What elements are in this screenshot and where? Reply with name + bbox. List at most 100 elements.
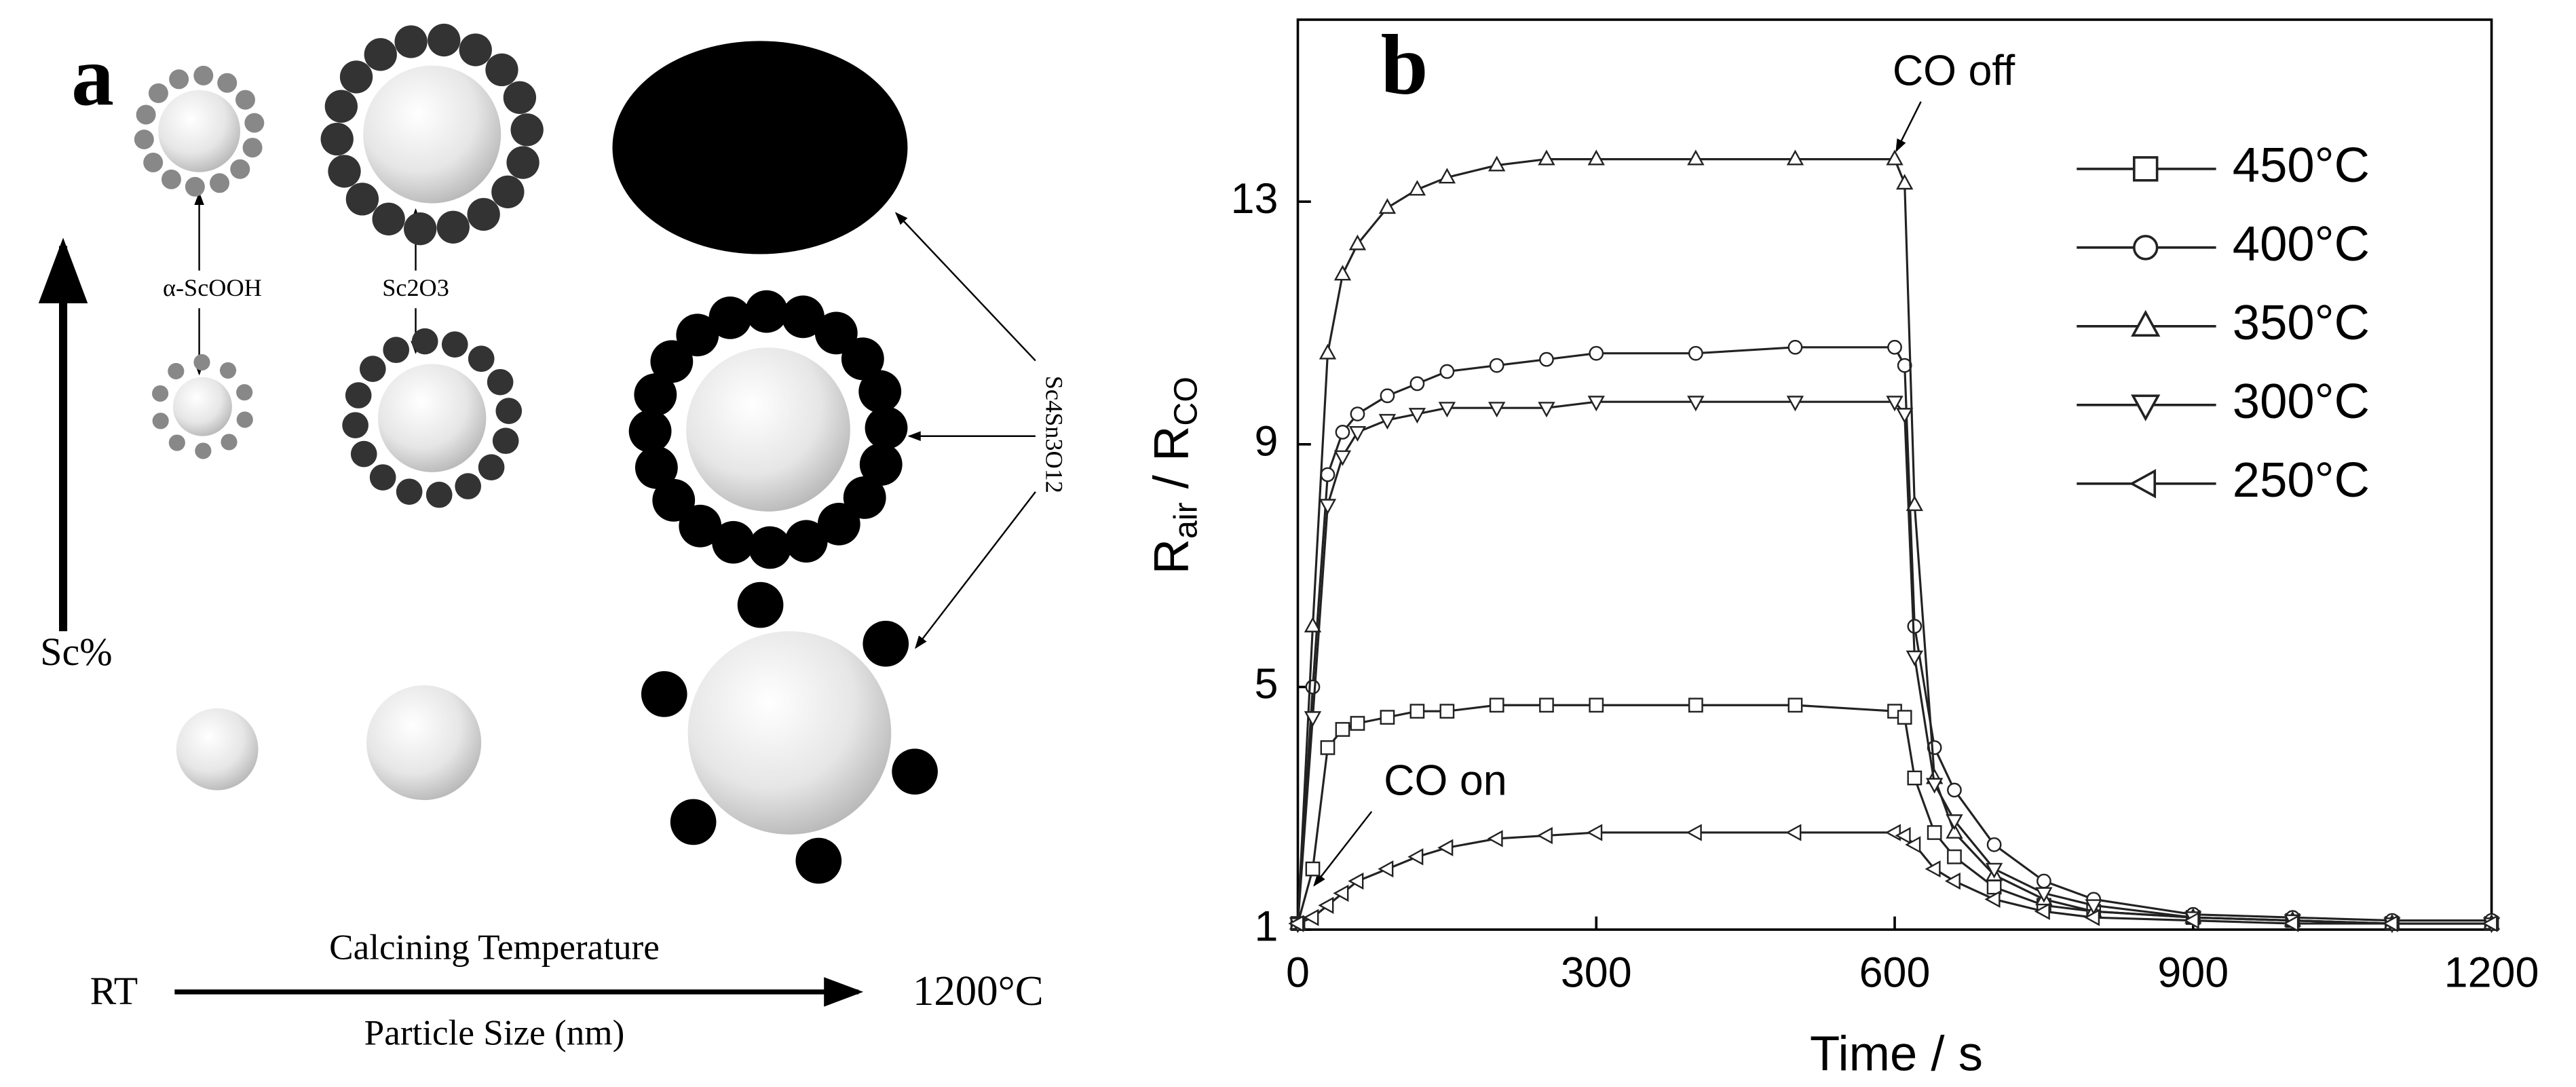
dot: [193, 65, 214, 85]
dot: [221, 434, 238, 451]
marker: [2382, 915, 2398, 932]
dot: [492, 427, 519, 455]
marker: [1927, 825, 1942, 840]
x-tick-label: 600: [1859, 949, 1931, 996]
dot: [168, 362, 185, 380]
dot: [817, 502, 860, 546]
marker: [1895, 826, 1911, 845]
dot: [425, 481, 453, 508]
dot: [185, 176, 205, 197]
marker: [1348, 872, 1364, 890]
dot: [168, 434, 185, 451]
marker: [1884, 824, 1901, 841]
marker: [1304, 711, 1322, 727]
label: Calcining Temperature: [329, 928, 660, 968]
marker: [1407, 848, 1424, 866]
particle: [366, 685, 482, 801]
x-tick-label: 900: [2157, 949, 2229, 996]
marker: [1897, 710, 1912, 725]
dot: [195, 442, 212, 459]
particle: [363, 65, 501, 204]
dot: [342, 412, 368, 438]
panel-label: b: [1381, 18, 1428, 113]
dot: [394, 25, 428, 58]
marker: [1587, 396, 1605, 412]
marker: [1896, 408, 1914, 424]
annotation: CO off: [1893, 47, 2015, 94]
marker: [1439, 704, 1455, 719]
marker: [1488, 155, 1506, 172]
marker: [1687, 149, 1705, 166]
legend-label: 400°C: [2233, 216, 2370, 271]
marker: [1946, 822, 1963, 839]
dot: [411, 328, 438, 355]
marker: [2084, 909, 2100, 926]
dot: [712, 520, 755, 564]
marker: [1887, 339, 1902, 355]
annotation-arrow: [1895, 101, 1922, 153]
marker: [1886, 396, 1903, 412]
marker: [1896, 174, 1914, 190]
dot: [795, 837, 842, 884]
marker: [1925, 778, 1944, 794]
dot: [193, 354, 210, 371]
marker: [1986, 837, 2002, 852]
dot: [478, 454, 505, 481]
dot: [242, 138, 263, 158]
marker: [1539, 351, 1554, 367]
annotation: CO on: [1384, 757, 1507, 805]
marker: [1947, 782, 1962, 798]
particle: [158, 90, 240, 172]
marker: [1288, 915, 1304, 932]
dot: [459, 33, 492, 66]
dot: [136, 104, 156, 125]
label: Sc4Sn3O12: [1041, 376, 1068, 493]
marker: [1380, 710, 1395, 725]
marker: [1409, 704, 1425, 719]
panel-a: a α-ScOOH Sc2O3 Sc4Sn3O12 Sc% RT Calcini…: [38, 23, 1068, 1052]
series-line: [1296, 158, 2492, 925]
dot: [745, 290, 788, 333]
marker: [1687, 396, 1705, 412]
dot: [676, 313, 719, 357]
dot: [784, 520, 828, 563]
marker: [1907, 770, 1922, 786]
marker: [1305, 861, 1321, 877]
marker: [1787, 339, 1803, 355]
dot: [169, 69, 189, 90]
dot: [491, 175, 525, 209]
marker: [1786, 149, 1804, 166]
dot: [634, 446, 678, 489]
dot: [506, 146, 539, 179]
legend-label: 350°C: [2233, 295, 2370, 350]
label: RT: [90, 969, 138, 1013]
marker: [2132, 156, 2159, 182]
dot: [359, 356, 386, 382]
dot: [324, 90, 358, 123]
particle: [687, 631, 892, 835]
panel-label: a: [71, 29, 114, 123]
dot: [641, 671, 687, 717]
marker: [1587, 149, 1605, 166]
dot: [841, 337, 884, 381]
dot: [749, 526, 791, 569]
dot: [679, 504, 722, 548]
marker: [1348, 425, 1367, 442]
marker: [1946, 814, 1963, 831]
dot: [369, 464, 396, 491]
dot: [510, 113, 544, 147]
marker: [1589, 698, 1604, 713]
dot: [843, 476, 886, 519]
marker: [2132, 235, 2159, 261]
dot: [634, 373, 677, 417]
dot: [236, 384, 253, 401]
marker: [1437, 839, 1454, 857]
dot: [628, 410, 672, 453]
marker: [1589, 345, 1604, 361]
marker: [1438, 402, 1456, 418]
dot: [708, 296, 752, 339]
y-tick-label: 9: [1255, 417, 1278, 465]
marker: [1303, 909, 1319, 926]
